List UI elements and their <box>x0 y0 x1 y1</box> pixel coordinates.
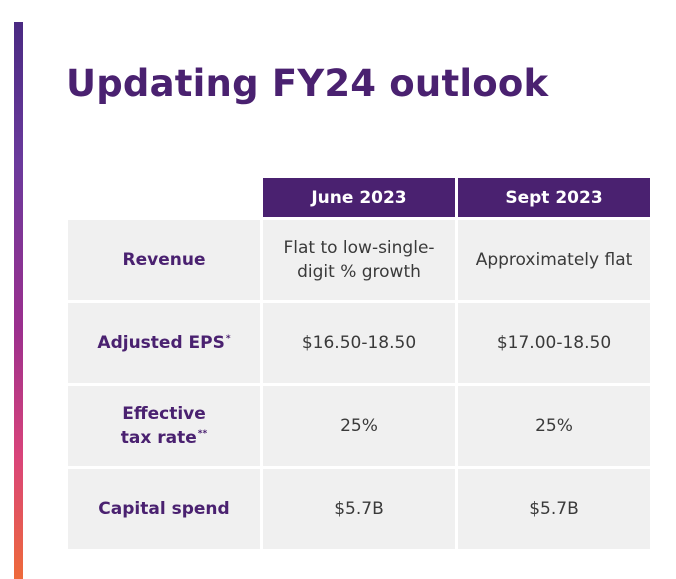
outlook-table: June 2023 Sept 2023 Revenue Flat to low-… <box>68 178 650 549</box>
page-title: Updating FY24 outlook <box>66 62 549 105</box>
table-corner-cell <box>68 178 260 217</box>
footnote-marker: ** <box>197 429 208 440</box>
row-label-text: Revenue <box>122 250 206 270</box>
accent-gradient-bar <box>14 22 23 579</box>
capital-spend-sept-value: $5.7B <box>458 469 650 549</box>
revenue-sept-value: Approximately flat <box>458 220 650 300</box>
adjusted-eps-sept-value: $17.00-18.50 <box>458 303 650 383</box>
row-label-text: Capital spend <box>98 499 230 519</box>
row-label-text: Adjusted EPS <box>97 333 225 353</box>
column-header-sept-2023: Sept 2023 <box>458 178 650 217</box>
capital-spend-june-value: $5.7B <box>263 469 455 549</box>
column-header-june-2023: June 2023 <box>263 178 455 217</box>
row-label-text: Effective tax rate <box>120 404 206 448</box>
footnote-marker: * <box>225 334 231 345</box>
row-label-revenue: Revenue <box>68 220 260 300</box>
row-label-adjusted-eps: Adjusted EPS* <box>68 303 260 383</box>
row-label-effective-tax-rate: Effective tax rate** <box>68 386 260 466</box>
row-label-capital-spend: Capital spend <box>68 469 260 549</box>
effective-tax-rate-june-value: 25% <box>263 386 455 466</box>
revenue-june-value: Flat to low-single-digit % growth <box>263 220 455 300</box>
adjusted-eps-june-value: $16.50-18.50 <box>263 303 455 383</box>
effective-tax-rate-sept-value: 25% <box>458 386 650 466</box>
